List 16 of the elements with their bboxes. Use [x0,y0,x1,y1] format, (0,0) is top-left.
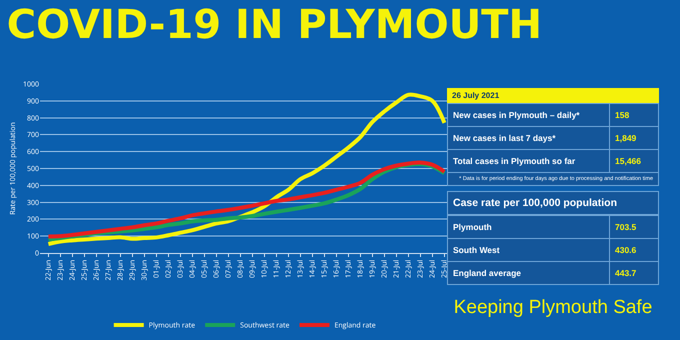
category-label: Total cases in Plymouth so far [448,150,610,172]
category-label: Plymouth [448,216,610,238]
text: 158 [615,110,630,120]
category-label: South West [448,238,610,262]
text: Case rate per 100,000 population [447,191,659,215]
text: 703.5 [615,222,636,232]
category-label: New cases in last 7 days* [448,126,610,150]
text: 26 July 2021 [447,88,659,103]
text: 1,849 [615,133,636,143]
chart-title: COVID-19 IN PLYMOUTH [6,2,542,48]
text: 430.6 [615,245,636,255]
category-label: England average [453,268,522,278]
text: 15,466 [615,156,641,166]
text: Keeping Plymouth Safe [452,297,654,319]
category-label: New cases in Plymouth – daily* [448,104,610,126]
text: 443.7 [615,268,636,278]
